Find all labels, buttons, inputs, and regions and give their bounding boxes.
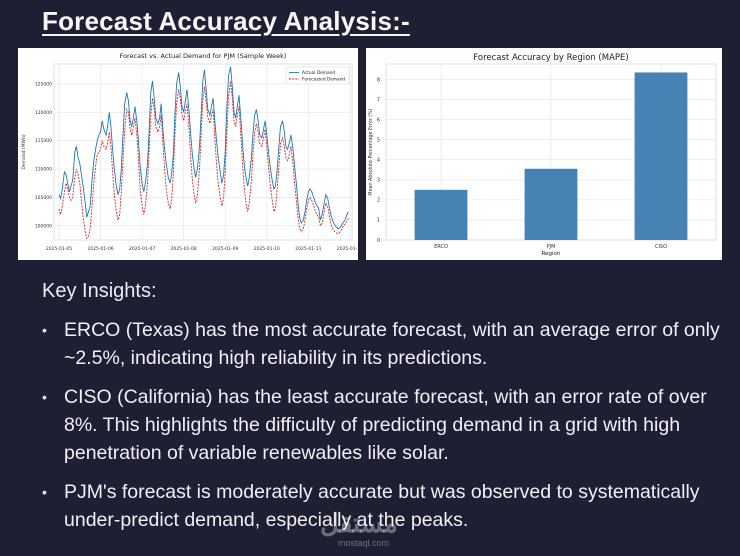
x-tick-label: ERCO (434, 244, 448, 250)
y-tick-label: 4 (377, 158, 380, 164)
insights-list: • ERCO (Texas) has the most accurate fore… (42, 316, 722, 545)
y-tick-label: 6 (377, 117, 380, 123)
watermark-logo: مستقل (320, 508, 398, 538)
chart-title: Forecast vs. Actual Demand for PJM (Samp… (120, 52, 287, 60)
x-tick-label: CISO (655, 244, 667, 250)
x-tick-label: PJM (547, 244, 556, 250)
y-tick-label: 120000 (35, 110, 52, 116)
legend-box (285, 66, 350, 85)
y-tick-label: 105000 (35, 195, 52, 201)
x-tick-label: 2025-01-10 (254, 246, 280, 252)
x-tick-label: 2025-01-11 (295, 246, 321, 252)
y-tick-label: 2 (377, 198, 380, 204)
bar-chart-panel: Forecast Accuracy by Region (MAPE) 0 1 2 3 4 5… (366, 48, 722, 260)
page-title: Forecast Accuracy Analysis:- (42, 6, 410, 36)
y-tick-label: 125000 (35, 81, 52, 87)
bar-erco (414, 189, 468, 240)
insight-item: • ERCO (Texas) has the most accurate fore… (42, 316, 722, 372)
y-tick-label: 110000 (35, 167, 52, 173)
x-tick-label: 2025-01-06 (87, 246, 113, 252)
y-tick-label: 7 (377, 97, 380, 103)
bar-chart: Forecast Accuracy by Region (MAPE) 0 1 2 3 4 5… (368, 53, 717, 257)
y-tick-label: 5 (377, 137, 380, 143)
y-tick-label: 1 (377, 218, 380, 224)
x-tick-label: 2025-01-12 (337, 246, 358, 252)
x-tick-label: 2025-01-05 (46, 246, 72, 252)
y-tick-label: 115000 (35, 138, 52, 144)
watermark-url: mostaql.com (338, 538, 390, 548)
x-tick-label: 2025-01-07 (129, 246, 155, 252)
insight-text: PJM's forecast is moderately accurate bu… (64, 481, 700, 531)
y-tick-label: 100000 (35, 223, 52, 229)
bullet-dot: • (42, 322, 47, 338)
x-tick-label: 2025-01-08 (171, 246, 197, 252)
plot-frame (53, 63, 353, 241)
insights-heading: Key Insights: (42, 280, 157, 302)
insight-item: • PJM's forecast is moderately accurate b… (42, 478, 722, 534)
y-tick-label: 8 (377, 77, 380, 83)
y-tick-label: 3 (377, 178, 380, 184)
legend-label: Actual Demand (302, 70, 335, 76)
line-chart: Forecast vs. Actual Demand for PJM (Samp… (21, 52, 363, 252)
insight-item: • CISO (California) has the least accurat… (42, 383, 722, 467)
legend-label: Forecasted Demand (302, 77, 345, 83)
x-tick-label: 2025-01-09 (212, 246, 238, 252)
bullet-dot: • (42, 389, 47, 405)
y-axis-label: Mean Absolute Percentage Error (%) (368, 108, 374, 195)
bar-pjm (524, 168, 578, 240)
chart-title: Forecast Accuracy by Region (MAPE) (473, 53, 628, 63)
bar-ciso (634, 72, 688, 240)
y-tick-label: 0 (377, 238, 380, 244)
bullet-dot: • (42, 484, 47, 500)
insight-text: CISO (California) has the least accurate… (64, 386, 707, 464)
x-axis-label: Region (542, 251, 561, 257)
series-line-actual-demand (58, 66, 349, 230)
series-line-forecasted-demand (58, 80, 349, 240)
y-axis-label: Demand (MWh) (21, 134, 27, 169)
insight-text: ERCO (Texas) has the most accurate forec… (64, 319, 720, 369)
line-chart-panel: Forecast vs. Actual Demand for PJM (Samp… (18, 48, 363, 260)
